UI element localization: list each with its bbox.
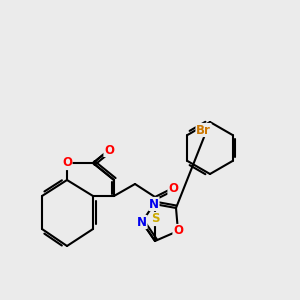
Text: N: N xyxy=(149,197,159,211)
Text: N: N xyxy=(137,215,147,229)
Text: S: S xyxy=(151,212,159,226)
Text: O: O xyxy=(104,143,114,157)
Text: O: O xyxy=(173,224,183,238)
Text: Br: Br xyxy=(196,124,211,136)
Text: O: O xyxy=(168,182,178,194)
Text: O: O xyxy=(62,157,72,169)
